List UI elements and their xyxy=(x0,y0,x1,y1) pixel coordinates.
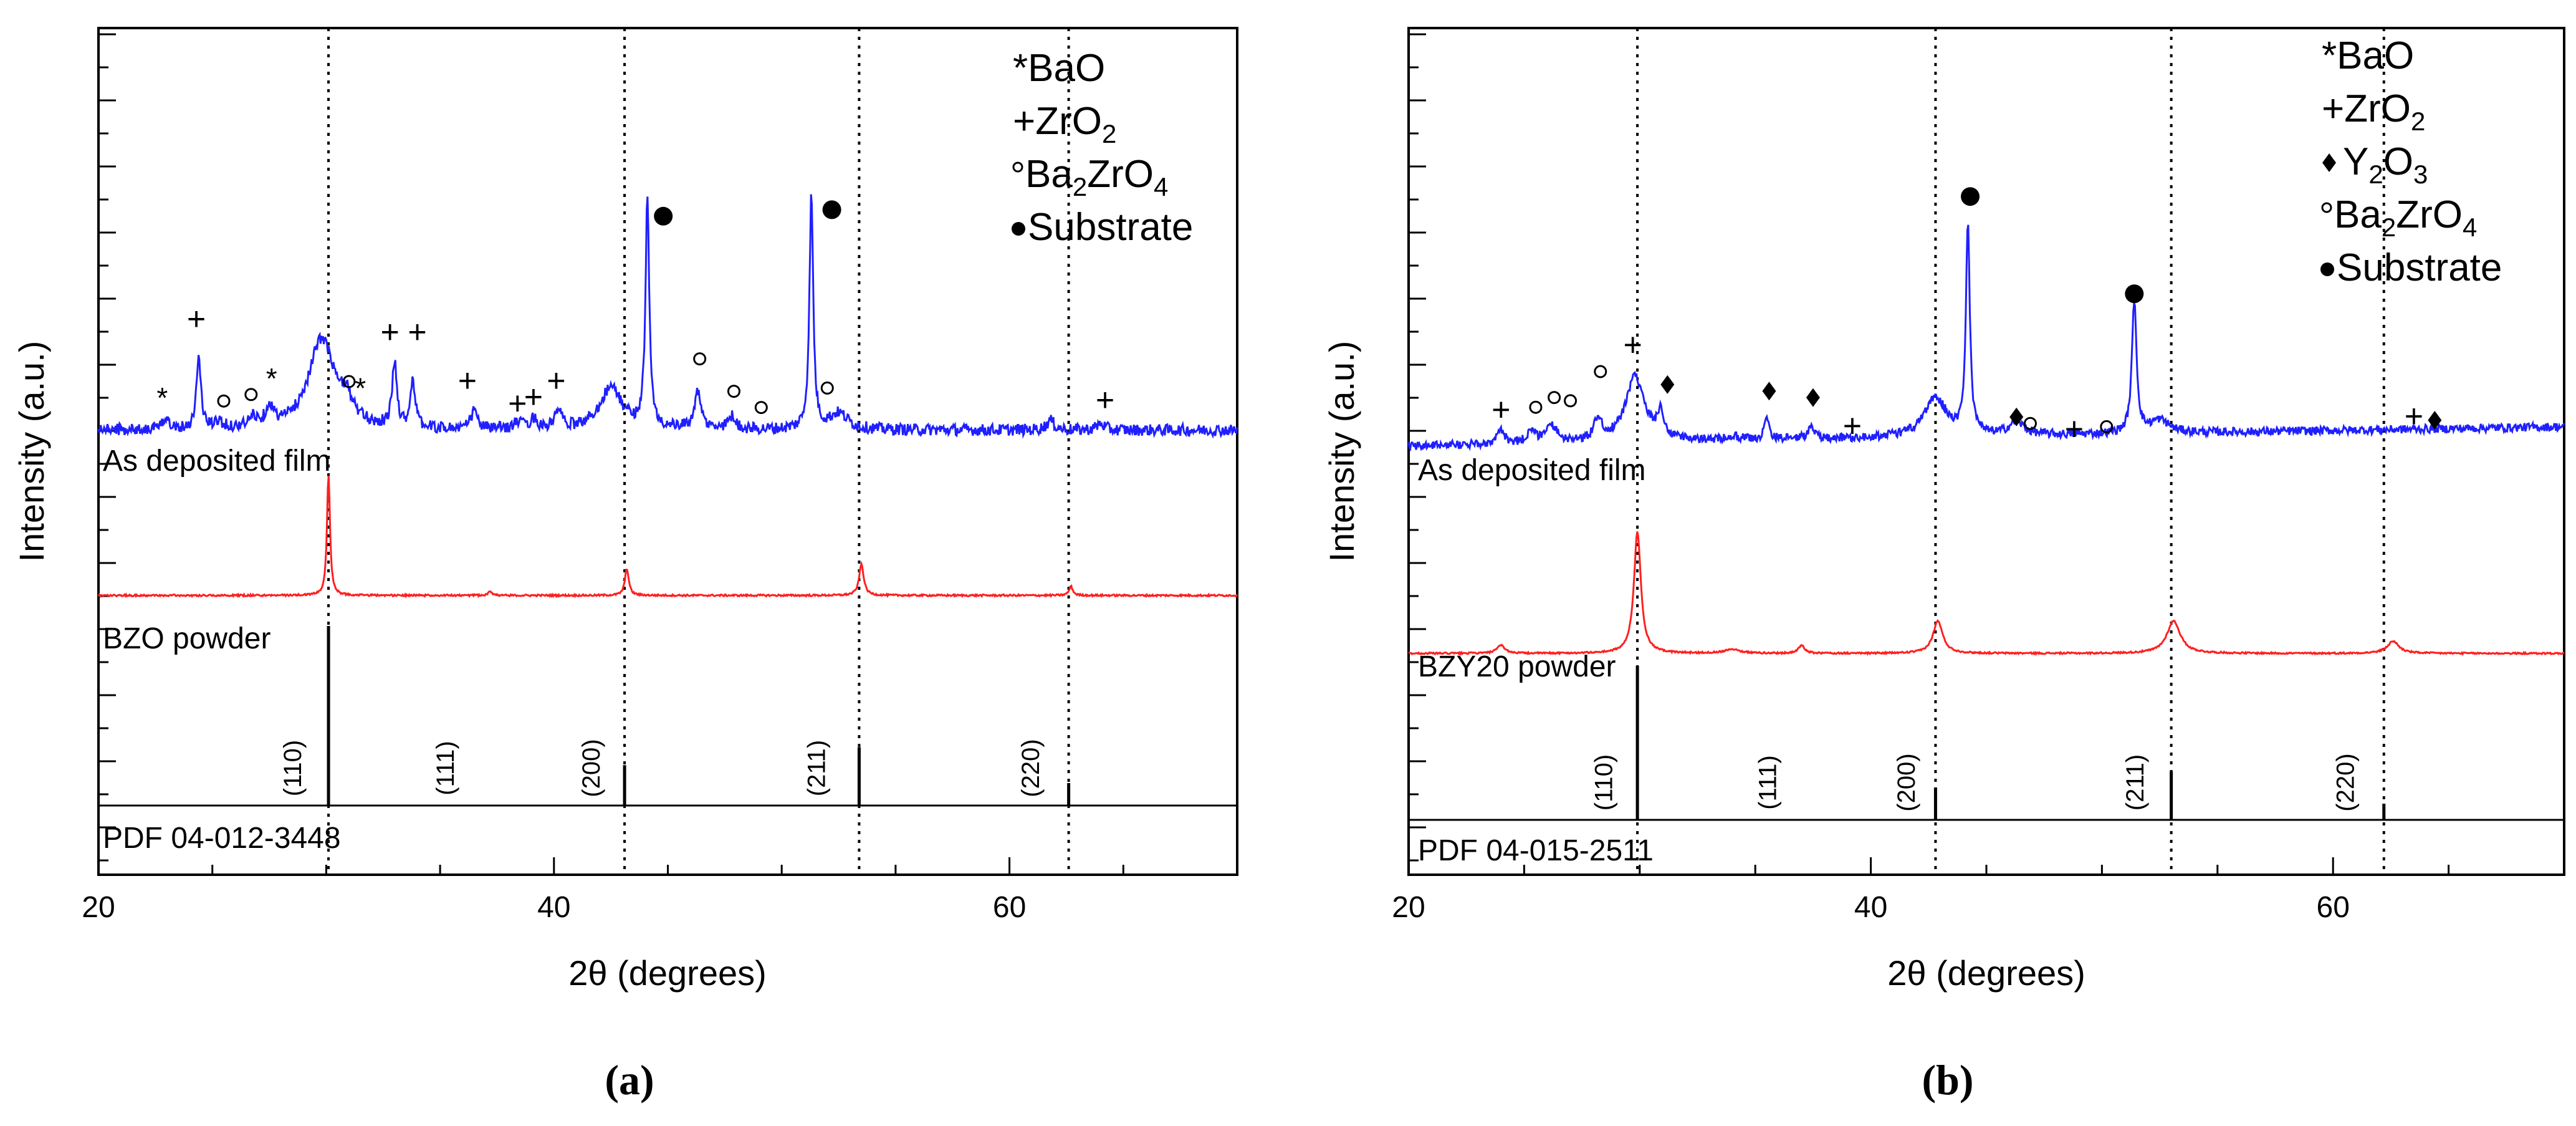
zro2-marker: + xyxy=(1096,382,1114,418)
svg-text:Ba2ZrO4: Ba2ZrO4 xyxy=(2334,193,2477,242)
series-label: BZY20 powder xyxy=(1418,650,1616,683)
panel-label-a: (a) xyxy=(605,1056,654,1104)
x-tick-label: 40 xyxy=(537,891,570,924)
substrate-marker xyxy=(2125,284,2144,304)
film-series-line xyxy=(1407,224,2565,452)
legend-item: +ZrO2 xyxy=(2322,87,2425,136)
legend-item: +ZrO2 xyxy=(1013,100,1116,148)
zro2-marker: + xyxy=(1491,392,1510,428)
ba2zro4-marker xyxy=(727,385,740,398)
hkl-label: (220) xyxy=(2332,753,2360,811)
x-tick-label: 20 xyxy=(82,891,115,924)
legend-item: Y2O3 xyxy=(2322,140,2428,189)
hkl-label: (110) xyxy=(279,740,307,796)
panel-label-b: (b) xyxy=(1922,1056,1973,1104)
ba2zro4-marker xyxy=(342,375,356,388)
series-label: PDF 04-012-3448 xyxy=(103,822,341,855)
legend-item: *BaO xyxy=(2322,34,2414,77)
hkl-label: (211) xyxy=(2122,754,2149,811)
hkl-label: (200) xyxy=(578,739,605,797)
ba2zro4-marker xyxy=(754,401,768,415)
y-axis-label-a: Intensity (a.u.) xyxy=(12,341,51,562)
svg-text:Y2O3: Y2O3 xyxy=(2343,140,2428,189)
panel-b: 20 40 60 As deposited film BZY20 powder (110… xyxy=(1322,27,2565,1104)
ba2zro4-marker xyxy=(2100,420,2114,433)
zro2-marker: + xyxy=(524,379,543,415)
svg-text:*BaO: *BaO xyxy=(2322,34,2414,77)
ba2zro4-marker xyxy=(2023,416,2037,430)
x-axis-label-b: 2θ (degrees) xyxy=(1887,953,2085,993)
ba2zro4-marker xyxy=(244,388,258,402)
svg-text:+ZrO2: +ZrO2 xyxy=(1013,100,1116,148)
series-label: PDF 04-015-2511 xyxy=(1418,834,1654,867)
film-series-line xyxy=(97,194,1238,439)
hkl-label: (220) xyxy=(1017,739,1045,797)
x-tick-label: 60 xyxy=(993,891,1026,924)
powder-series-line xyxy=(1408,531,2565,656)
y2o3-marker xyxy=(1806,388,1820,407)
series-label: As deposited film xyxy=(103,445,331,478)
svg-text:+ZrO2: +ZrO2 xyxy=(2322,87,2425,136)
hkl-label: (200) xyxy=(1893,753,1920,811)
zro2-marker: + xyxy=(547,363,565,399)
substrate-marker xyxy=(1961,187,1980,206)
hkl-label: (110) xyxy=(1590,754,1617,811)
svg-text:*BaO: *BaO xyxy=(1013,47,1105,90)
x-tick-label: 60 xyxy=(2317,891,2350,924)
zro2-marker: + xyxy=(1843,408,1862,444)
zro2-marker: + xyxy=(1623,327,1642,363)
zro2-marker: + xyxy=(2405,398,2423,435)
hkl-label: (211) xyxy=(803,740,831,796)
bao-marker: * xyxy=(355,372,366,404)
substrate-marker xyxy=(822,200,841,219)
zro2-marker: + xyxy=(187,301,206,337)
y2o3-marker xyxy=(2428,411,2442,430)
legend-item: Ba2ZrO4 xyxy=(1012,153,1168,201)
ba2zro4-marker xyxy=(1529,400,1543,414)
ba2zro4-marker xyxy=(693,352,707,366)
ba2zro4-marker xyxy=(1548,391,1561,405)
y2o3-marker xyxy=(2009,407,2024,426)
legend-item: Substrate xyxy=(1012,206,1193,249)
hkl-label: (111) xyxy=(432,741,459,795)
zro2-marker: + xyxy=(381,314,400,350)
ba2zro4-marker xyxy=(820,381,834,395)
y-axis-label-b: Intensity (a.u.) xyxy=(1322,341,1361,562)
zro2-marker: + xyxy=(408,314,426,350)
zro2-marker: + xyxy=(2065,411,2084,448)
bao-marker: * xyxy=(266,362,277,395)
substrate-marker xyxy=(654,206,673,226)
ba2zro4-marker xyxy=(1594,365,1607,378)
legend-item: Ba2ZrO4 xyxy=(2321,193,2477,242)
x-axis-label-a: 2θ (degrees) xyxy=(568,953,767,993)
powder-series-line xyxy=(97,475,1238,599)
panel-a: 20 40 60 As deposited film BZO powder (110) (… xyxy=(12,27,1238,1104)
x-tick-label: 40 xyxy=(1854,891,1887,924)
y2o3-marker xyxy=(1762,382,1776,401)
legend-item: *BaO xyxy=(1013,47,1105,90)
x-tick-label: 20 xyxy=(1392,891,1425,924)
ba2zro4-marker xyxy=(1564,394,1578,408)
hkl-label: (111) xyxy=(1755,755,1782,809)
y2o3-marker xyxy=(1660,375,1675,394)
svg-text:Substrate: Substrate xyxy=(2337,246,2502,289)
legend-item: Substrate xyxy=(2320,246,2502,289)
ba2zro4-marker xyxy=(217,394,231,408)
svg-text:Substrate: Substrate xyxy=(1028,206,1193,249)
bao-marker: * xyxy=(156,382,168,414)
zro2-marker: + xyxy=(458,363,477,399)
zro2-marker: + xyxy=(508,385,527,421)
series-label: BZO powder xyxy=(103,622,271,655)
series-label: As deposited film xyxy=(1418,454,1646,487)
svg-text:Ba2ZrO4: Ba2ZrO4 xyxy=(1025,153,1168,201)
